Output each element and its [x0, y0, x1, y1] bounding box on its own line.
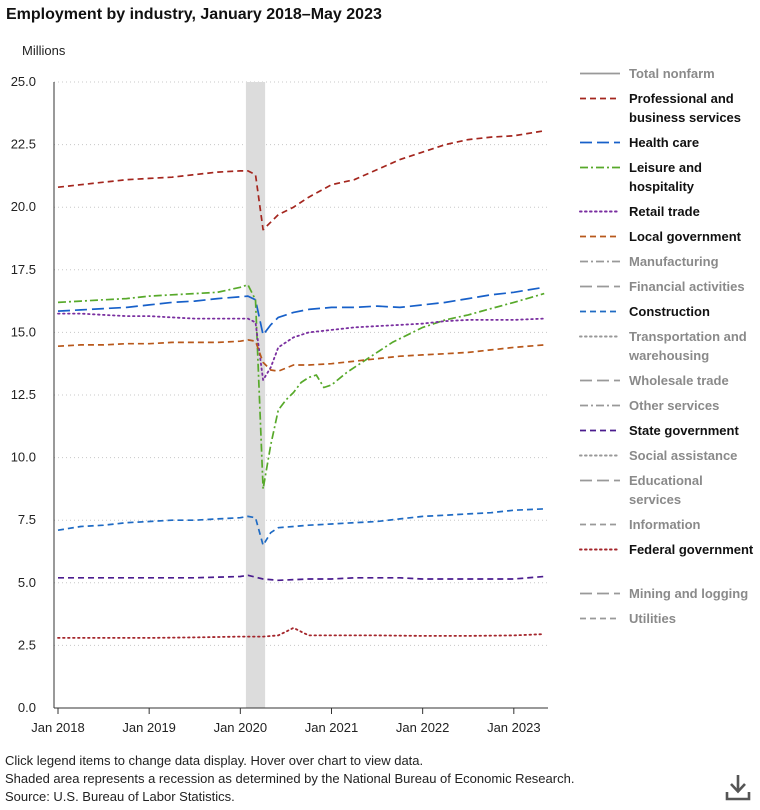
legend-label: Health care — [629, 135, 700, 150]
chart-notes: Click legend items to change data displa… — [5, 752, 574, 806]
legend-label: State government — [629, 423, 739, 438]
y-tick-label: 25.0 — [11, 74, 36, 89]
legend-swatch — [580, 523, 620, 526]
legend-swatch — [580, 479, 620, 482]
legend-swatch — [580, 379, 620, 382]
y-tick-label: 12.5 — [11, 387, 36, 402]
legend-label: Federal government — [629, 542, 754, 557]
legend-swatch — [580, 72, 620, 75]
x-tick-label: Jan 2020 — [214, 720, 268, 735]
legend-label: Information — [629, 517, 701, 532]
y-axis-unit-label: Millions — [22, 43, 66, 58]
legend-label: Other services — [629, 398, 720, 413]
series-line-construction[interactable] — [57, 508, 545, 547]
y-tick-label: 17.5 — [11, 262, 36, 277]
legend-label: Local government — [629, 229, 741, 244]
y-tick-label: 5.0 — [18, 575, 36, 590]
legend-label: Educational services — [629, 473, 703, 507]
legend-swatch — [580, 141, 620, 144]
legend-swatch — [579, 210, 621, 213]
legend-label: Financial activities — [629, 279, 745, 294]
series-line-federal-government[interactable] — [57, 627, 546, 639]
legend-label: Social assistance — [629, 448, 738, 463]
download-icon[interactable] — [724, 772, 752, 802]
series-line-health-care[interactable] — [57, 286, 545, 336]
legend-label: Mining and logging — [629, 586, 749, 601]
legend-swatch — [580, 617, 620, 620]
legend-swatch — [580, 310, 620, 313]
legend-label: Transportation and warehousing — [629, 329, 747, 363]
legend-label: Manufacturing — [629, 254, 719, 269]
note-instructions: Click legend items to change data displa… — [5, 753, 424, 768]
y-tick-label: 10.0 — [11, 450, 36, 465]
legend-swatch — [580, 166, 620, 169]
legend-swatch — [580, 592, 620, 595]
legend-label: Utilities — [629, 611, 676, 626]
y-tick-label: 15.0 — [11, 324, 36, 339]
line-chart[interactable]: 0.0 2.5 5.0 7.5 10.0 12.5 15.0 17.5 20.0 22.5 25.0… — [0, 0, 575, 745]
y-tick-label: 22.5 — [11, 137, 36, 152]
legend-label: Leisure and hospitality — [629, 160, 702, 194]
legend-swatch — [580, 235, 620, 238]
x-tick-label: Jan 2019 — [122, 720, 176, 735]
legend-label: Professional and business services — [629, 91, 742, 125]
legend-swatch — [580, 285, 620, 288]
x-tick-label: Jan 2021 — [305, 720, 359, 735]
series-line-local-government[interactable] — [57, 339, 545, 373]
legend-swatch — [580, 97, 620, 100]
chart-title: Employment by industry, January 2018–May… — [6, 6, 382, 23]
legend-label: Wholesale trade — [629, 373, 729, 388]
recession-shading — [245, 82, 266, 708]
legend-swatch — [579, 335, 621, 338]
note-source: Source: U.S. Bureau of Labor Statistics. — [5, 789, 235, 804]
y-tick-label: 0.0 — [18, 700, 36, 715]
gridlines — [54, 81, 548, 646]
legend-swatch — [580, 429, 620, 432]
legend-label: Total nonfarm — [629, 66, 715, 81]
legend-swatch — [580, 404, 620, 407]
legend-swatch — [579, 548, 621, 551]
series-line-leisure-and-hospitality[interactable] — [57, 283, 545, 490]
series-line-professional-and-business-services[interactable] — [57, 129, 545, 231]
x-tick-label: Jan 2022 — [396, 720, 450, 735]
series-line-retail-trade[interactable] — [57, 312, 546, 381]
axes: 0.0 2.5 5.0 7.5 10.0 12.5 15.0 17.5 20.0 22.5 25.0… — [11, 74, 548, 735]
recession-band — [245, 82, 266, 708]
note-recession: Shaded area represents a recession as de… — [5, 771, 575, 786]
legend-label: Retail trade — [629, 204, 700, 219]
x-tick-label: Jan 2023 — [487, 720, 541, 735]
series-line-state-government[interactable] — [58, 574, 545, 582]
y-tick-label: 7.5 — [18, 512, 36, 527]
legend-swatch — [579, 454, 621, 457]
y-tick-label: 2.5 — [18, 637, 36, 652]
series-lines — [57, 129, 546, 639]
legend-swatch — [580, 260, 620, 263]
y-tick-label: 20.0 — [11, 199, 36, 214]
x-tick-label: Jan 2018 — [31, 720, 85, 735]
legend-label: Construction — [629, 304, 710, 319]
